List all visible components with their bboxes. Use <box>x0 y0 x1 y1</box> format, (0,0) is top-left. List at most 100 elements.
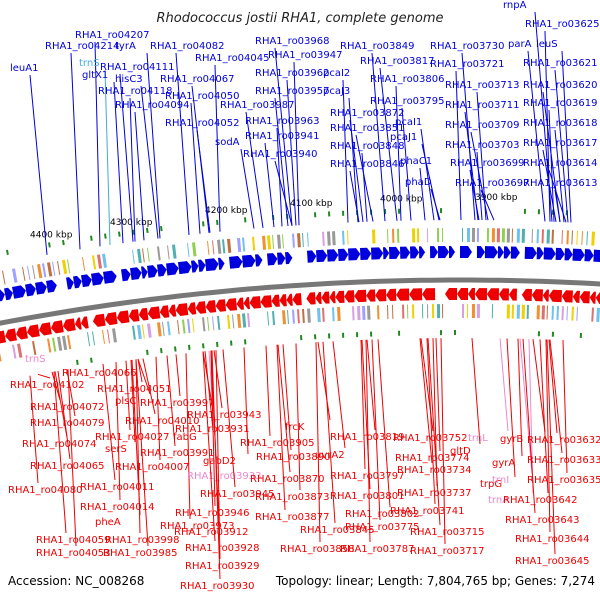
reverse-gene-leader-line <box>142 358 156 415</box>
reverse-gene-label: RHA1_ro03933 <box>187 471 262 482</box>
forward-feature-arrow <box>191 260 199 273</box>
green-marker <box>440 208 443 214</box>
forward-feature-arrow <box>218 257 225 270</box>
reverse-gene-leader-line <box>366 339 376 431</box>
forward-gene-label: RHA1_ro03618 <box>523 118 598 129</box>
forward-feature-arrow <box>166 262 179 276</box>
annotation-stripe <box>516 304 520 319</box>
forward-gene-label: RHA1_ro03806 <box>370 74 445 85</box>
green-marker <box>440 330 443 336</box>
reverse-feature-arrow <box>74 317 82 330</box>
green-marker <box>6 249 9 255</box>
forward-feature-arrow <box>73 275 82 289</box>
reverse-feature-arrow <box>329 291 336 304</box>
reverse-gene-leader-line <box>426 338 436 505</box>
annotation-stripe <box>102 253 107 268</box>
track-band-colorful <box>0 304 600 362</box>
reverse-gene-label: RHA1_ro03775 <box>345 522 420 533</box>
forward-feature-arrow <box>141 266 148 279</box>
forward-gene-leader-line <box>190 102 201 234</box>
forward-gene-label: pcaJ1 <box>390 132 417 143</box>
reverse-feature-arrow <box>292 293 302 306</box>
forward-gene-leader-line <box>245 111 264 228</box>
forward-feature-arrow <box>229 255 243 269</box>
forward-gene-label: RHA1_ro03730 <box>430 41 505 52</box>
reverse-gene-label: RHA1_ro03645 <box>515 556 590 567</box>
reverse-gene-label: RHA1_ro04072 <box>30 402 105 413</box>
feature-tracks <box>0 208 600 365</box>
reverse-gene-leader-line <box>499 338 509 432</box>
forward-gene-label: RHA1_ro04052 <box>165 118 240 129</box>
forward-gene-leader-line <box>379 67 398 221</box>
reverse-feature-arrow <box>225 298 238 311</box>
forward-gene-leader-line <box>476 151 483 221</box>
reverse-gene-label: trnA <box>488 495 509 506</box>
reverse-gene-leader-line <box>29 375 39 484</box>
annotation-stripe <box>342 230 345 245</box>
green-marker <box>174 346 177 352</box>
annotation-stripe <box>237 237 242 253</box>
annotation-stripe <box>157 246 161 261</box>
annotation-stripe <box>491 228 495 243</box>
annotation-stripe <box>137 248 142 264</box>
forward-gene-label: RHA1_ro03699 <box>450 158 525 169</box>
annotation-stripe <box>112 328 117 343</box>
forward-gene-leader-line <box>548 169 567 223</box>
annotation-stripe <box>402 304 405 319</box>
annotation-stripe <box>47 338 52 353</box>
annotation-stripe <box>437 304 441 319</box>
forward-feature-arrow <box>543 247 556 260</box>
annotation-stripe <box>272 311 276 326</box>
reverse-gene-label: RHA1_ro03930 <box>180 581 255 592</box>
reverse-feature-arrow <box>249 296 261 309</box>
reverse-gene-leader-line <box>137 358 143 383</box>
green-marker <box>230 340 233 346</box>
reverse-feature-arrow <box>168 304 177 317</box>
reverse-feature-arrow <box>50 320 64 334</box>
reverse-feature-arrow <box>116 310 130 324</box>
reverse-gene-leader-line <box>222 349 236 488</box>
reverse-gene-label: gabD2 <box>203 456 236 467</box>
track-band-forward <box>0 246 600 303</box>
forward-feature-arrow <box>410 246 420 259</box>
reverse-feature-arrow <box>422 288 436 301</box>
annotation-stripe <box>471 304 475 319</box>
forward-feature-arrow <box>12 285 26 299</box>
annotation-stripe <box>42 263 47 278</box>
reverse-gene-label: plsC <box>115 396 136 407</box>
reverse-gene-label: RHA1_ro03877 <box>255 512 330 523</box>
forward-feature-arrow <box>66 277 74 290</box>
reverse-gene-leader-line <box>435 338 441 452</box>
reverse-gene-leader-line <box>53 371 67 534</box>
forward-feature-arrow <box>327 249 339 262</box>
ruler-tick-label: 3900 kbp <box>475 193 518 203</box>
reverse-gene-label: RHA1_ro03973 <box>160 521 235 532</box>
annotation-stripe <box>427 304 429 319</box>
forward-feature-arrow <box>564 248 573 261</box>
reverse-gene-leader-line <box>211 350 221 580</box>
forward-gene-leader-line <box>395 85 402 221</box>
reverse-gene-label: RHA1_ro03801 <box>330 491 405 502</box>
forward-gene-leader-line <box>419 167 426 221</box>
reverse-gene-label: RHA1_ro03929 <box>185 561 260 572</box>
reverse-gene-leader-line <box>265 345 271 437</box>
reverse-gene-leader-line <box>377 339 391 508</box>
reverse-feature-arrow <box>39 322 52 336</box>
reverse-feature-arrow <box>508 288 517 301</box>
reverse-gene-label: RHA1_ro04051 <box>97 384 172 395</box>
forward-gene-leader-line <box>455 70 462 221</box>
green-marker <box>314 212 317 218</box>
reverse-feature-arrow <box>92 313 106 327</box>
annotation-stripe <box>531 229 533 244</box>
forward-gene-leader-line <box>561 50 572 223</box>
reverse-feature-arrow <box>306 292 316 305</box>
annotation-stripe <box>207 316 210 331</box>
reverse-gene-label: RHA1_ro04059 <box>36 535 111 546</box>
forward-gene-label: RHA1_ro03614 <box>523 158 598 169</box>
forward-gene-label: sodA <box>215 137 240 148</box>
forward-gene-label: tyrA <box>115 41 136 52</box>
green-marker <box>48 242 51 248</box>
green-marker <box>188 344 191 350</box>
annotation-stripe <box>67 335 72 350</box>
reverse-gene-label: RHA1_ro04080 <box>8 485 83 496</box>
